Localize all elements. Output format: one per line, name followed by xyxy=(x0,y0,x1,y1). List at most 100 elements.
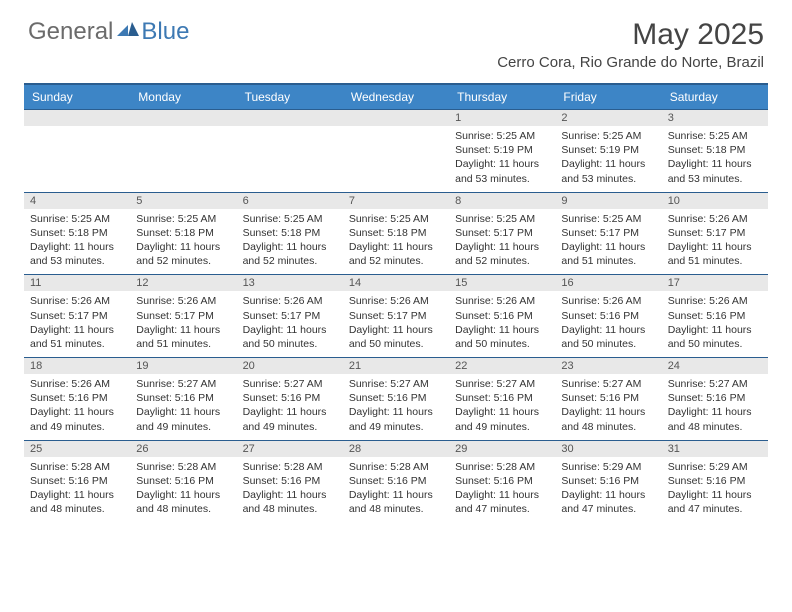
day-number: 19 xyxy=(130,358,236,374)
page-title: May 2025 xyxy=(497,18,764,52)
day-number: 24 xyxy=(662,358,768,374)
calendar: SundayMondayTuesdayWednesdayThursdayFrid… xyxy=(24,83,768,522)
day-cell: 23Sunrise: 5:27 AMSunset: 5:16 PMDayligh… xyxy=(555,358,661,440)
day-cell: 13Sunrise: 5:26 AMSunset: 5:17 PMDayligh… xyxy=(237,275,343,357)
day-header: Monday xyxy=(130,85,236,109)
day-cell: 7Sunrise: 5:25 AMSunset: 5:18 PMDaylight… xyxy=(343,193,449,275)
day-cell: 30Sunrise: 5:29 AMSunset: 5:16 PMDayligh… xyxy=(555,441,661,523)
day-header: Sunday xyxy=(24,85,130,109)
week-row: 1Sunrise: 5:25 AMSunset: 5:19 PMDaylight… xyxy=(24,109,768,192)
day-content: Sunrise: 5:25 AMSunset: 5:18 PMDaylight:… xyxy=(662,126,768,192)
day-cell: 14Sunrise: 5:26 AMSunset: 5:17 PMDayligh… xyxy=(343,275,449,357)
day-content: Sunrise: 5:26 AMSunset: 5:16 PMDaylight:… xyxy=(555,291,661,357)
day-number: 12 xyxy=(130,275,236,291)
day-content: Sunrise: 5:27 AMSunset: 5:16 PMDaylight:… xyxy=(449,374,555,440)
title-block: May 2025 Cerro Cora, Rio Grande do Norte… xyxy=(497,18,764,71)
day-number: 16 xyxy=(555,275,661,291)
day-content: Sunrise: 5:25 AMSunset: 5:18 PMDaylight:… xyxy=(237,209,343,275)
day-cell: 21Sunrise: 5:27 AMSunset: 5:16 PMDayligh… xyxy=(343,358,449,440)
day-number xyxy=(24,110,130,126)
day-number: 4 xyxy=(24,193,130,209)
logo-text-general: General xyxy=(28,18,113,46)
day-number: 22 xyxy=(449,358,555,374)
logo-icon xyxy=(117,22,139,43)
day-number: 7 xyxy=(343,193,449,209)
day-content: Sunrise: 5:29 AMSunset: 5:16 PMDaylight:… xyxy=(662,457,768,523)
day-content: Sunrise: 5:26 AMSunset: 5:17 PMDaylight:… xyxy=(343,291,449,357)
day-cell: 12Sunrise: 5:26 AMSunset: 5:17 PMDayligh… xyxy=(130,275,236,357)
day-number: 26 xyxy=(130,441,236,457)
day-cell xyxy=(130,110,236,192)
day-number: 30 xyxy=(555,441,661,457)
day-cell: 8Sunrise: 5:25 AMSunset: 5:17 PMDaylight… xyxy=(449,193,555,275)
day-number: 27 xyxy=(237,441,343,457)
day-number: 28 xyxy=(343,441,449,457)
day-number: 1 xyxy=(449,110,555,126)
day-cell: 17Sunrise: 5:26 AMSunset: 5:16 PMDayligh… xyxy=(662,275,768,357)
day-content: Sunrise: 5:25 AMSunset: 5:19 PMDaylight:… xyxy=(449,126,555,192)
day-cell: 29Sunrise: 5:28 AMSunset: 5:16 PMDayligh… xyxy=(449,441,555,523)
day-header: Wednesday xyxy=(343,85,449,109)
day-number: 11 xyxy=(24,275,130,291)
day-content: Sunrise: 5:28 AMSunset: 5:16 PMDaylight:… xyxy=(237,457,343,523)
day-content: Sunrise: 5:26 AMSunset: 5:17 PMDaylight:… xyxy=(130,291,236,357)
day-number: 2 xyxy=(555,110,661,126)
day-cell: 9Sunrise: 5:25 AMSunset: 5:17 PMDaylight… xyxy=(555,193,661,275)
day-cell xyxy=(24,110,130,192)
day-content: Sunrise: 5:27 AMSunset: 5:16 PMDaylight:… xyxy=(237,374,343,440)
day-header-row: SundayMondayTuesdayWednesdayThursdayFrid… xyxy=(24,85,768,109)
logo: General Blue xyxy=(28,18,189,46)
day-number: 6 xyxy=(237,193,343,209)
day-cell: 5Sunrise: 5:25 AMSunset: 5:18 PMDaylight… xyxy=(130,193,236,275)
day-number: 20 xyxy=(237,358,343,374)
day-cell: 27Sunrise: 5:28 AMSunset: 5:16 PMDayligh… xyxy=(237,441,343,523)
day-cell: 19Sunrise: 5:27 AMSunset: 5:16 PMDayligh… xyxy=(130,358,236,440)
day-cell: 1Sunrise: 5:25 AMSunset: 5:19 PMDaylight… xyxy=(449,110,555,192)
day-cell: 25Sunrise: 5:28 AMSunset: 5:16 PMDayligh… xyxy=(24,441,130,523)
day-content: Sunrise: 5:25 AMSunset: 5:18 PMDaylight:… xyxy=(343,209,449,275)
day-content: Sunrise: 5:28 AMSunset: 5:16 PMDaylight:… xyxy=(449,457,555,523)
day-number: 8 xyxy=(449,193,555,209)
week-row: 25Sunrise: 5:28 AMSunset: 5:16 PMDayligh… xyxy=(24,440,768,523)
logo-text-blue: Blue xyxy=(141,18,189,46)
day-number xyxy=(130,110,236,126)
day-number: 31 xyxy=(662,441,768,457)
day-header: Friday xyxy=(555,85,661,109)
day-content: Sunrise: 5:26 AMSunset: 5:16 PMDaylight:… xyxy=(24,374,130,440)
day-content: Sunrise: 5:26 AMSunset: 5:17 PMDaylight:… xyxy=(24,291,130,357)
day-header: Thursday xyxy=(449,85,555,109)
day-cell xyxy=(237,110,343,192)
page-subtitle: Cerro Cora, Rio Grande do Norte, Brazil xyxy=(497,54,764,71)
day-content: Sunrise: 5:28 AMSunset: 5:16 PMDaylight:… xyxy=(130,457,236,523)
day-cell: 26Sunrise: 5:28 AMSunset: 5:16 PMDayligh… xyxy=(130,441,236,523)
day-content: Sunrise: 5:25 AMSunset: 5:17 PMDaylight:… xyxy=(449,209,555,275)
day-cell: 24Sunrise: 5:27 AMSunset: 5:16 PMDayligh… xyxy=(662,358,768,440)
day-cell: 15Sunrise: 5:26 AMSunset: 5:16 PMDayligh… xyxy=(449,275,555,357)
week-row: 4Sunrise: 5:25 AMSunset: 5:18 PMDaylight… xyxy=(24,192,768,275)
day-number: 18 xyxy=(24,358,130,374)
day-number: 23 xyxy=(555,358,661,374)
day-cell: 6Sunrise: 5:25 AMSunset: 5:18 PMDaylight… xyxy=(237,193,343,275)
day-content: Sunrise: 5:25 AMSunset: 5:18 PMDaylight:… xyxy=(130,209,236,275)
day-number: 10 xyxy=(662,193,768,209)
day-cell: 10Sunrise: 5:26 AMSunset: 5:17 PMDayligh… xyxy=(662,193,768,275)
day-content: Sunrise: 5:28 AMSunset: 5:16 PMDaylight:… xyxy=(24,457,130,523)
day-content: Sunrise: 5:25 AMSunset: 5:17 PMDaylight:… xyxy=(555,209,661,275)
day-header: Tuesday xyxy=(237,85,343,109)
day-content: Sunrise: 5:28 AMSunset: 5:16 PMDaylight:… xyxy=(343,457,449,523)
day-number: 5 xyxy=(130,193,236,209)
day-number: 17 xyxy=(662,275,768,291)
day-cell: 22Sunrise: 5:27 AMSunset: 5:16 PMDayligh… xyxy=(449,358,555,440)
day-cell: 28Sunrise: 5:28 AMSunset: 5:16 PMDayligh… xyxy=(343,441,449,523)
day-content xyxy=(24,126,130,135)
day-number xyxy=(343,110,449,126)
day-number: 13 xyxy=(237,275,343,291)
day-content: Sunrise: 5:25 AMSunset: 5:19 PMDaylight:… xyxy=(555,126,661,192)
day-content: Sunrise: 5:27 AMSunset: 5:16 PMDaylight:… xyxy=(555,374,661,440)
day-cell: 4Sunrise: 5:25 AMSunset: 5:18 PMDaylight… xyxy=(24,193,130,275)
header: General Blue May 2025 Cerro Cora, Rio Gr… xyxy=(0,0,792,75)
day-number: 3 xyxy=(662,110,768,126)
day-cell xyxy=(343,110,449,192)
week-row: 18Sunrise: 5:26 AMSunset: 5:16 PMDayligh… xyxy=(24,357,768,440)
day-number: 29 xyxy=(449,441,555,457)
